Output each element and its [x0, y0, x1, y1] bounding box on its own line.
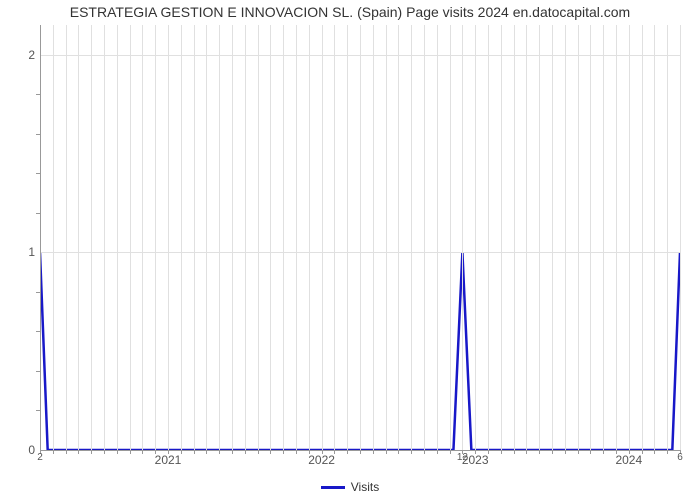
grid-line-vertical	[488, 25, 489, 450]
x-year-label: 2024	[615, 453, 642, 467]
grid-line-vertical	[552, 25, 553, 450]
grid-line-vertical	[501, 25, 502, 450]
grid-line-vertical	[424, 25, 425, 450]
grid-line-vertical	[475, 25, 476, 450]
grid-line-vertical	[411, 25, 412, 450]
y-axis-line	[40, 25, 41, 450]
grid-line-vertical	[578, 25, 579, 450]
grid-line-vertical	[66, 25, 67, 450]
legend-swatch	[321, 486, 345, 489]
grid-line-vertical	[565, 25, 566, 450]
grid-line-vertical	[450, 25, 451, 450]
grid-line-vertical	[53, 25, 54, 450]
grid-line-vertical	[514, 25, 515, 450]
grid-line-vertical	[181, 25, 182, 450]
grid-line-vertical	[78, 25, 79, 450]
grid-line-vertical	[168, 25, 169, 450]
grid-line-vertical	[629, 25, 630, 450]
grid-line-vertical	[642, 25, 643, 450]
grid-line-horizontal	[40, 252, 680, 253]
plot-area	[40, 25, 680, 450]
grid-line-vertical	[373, 25, 374, 450]
grid-line-vertical	[590, 25, 591, 450]
grid-line-vertical	[194, 25, 195, 450]
chart-container: ESTRATEGIA GESTION E INNOVACION SL. (Spa…	[0, 0, 700, 500]
grid-line-vertical	[667, 25, 668, 450]
chart-title: ESTRATEGIA GESTION E INNOVACION SL. (Spa…	[0, 4, 700, 20]
legend-label: Visits	[351, 480, 379, 494]
grid-line-vertical	[232, 25, 233, 450]
x-year-label: 2021	[155, 453, 182, 467]
x-small-label: 12	[457, 452, 468, 463]
grid-line-vertical	[616, 25, 617, 450]
grid-line-vertical	[130, 25, 131, 450]
grid-line-vertical	[680, 25, 681, 450]
grid-line-vertical	[117, 25, 118, 450]
grid-line-vertical	[206, 25, 207, 450]
grid-line-vertical	[258, 25, 259, 450]
grid-line-vertical	[91, 25, 92, 450]
grid-line-vertical	[360, 25, 361, 450]
grid-line-vertical	[219, 25, 220, 450]
grid-line-vertical	[245, 25, 246, 450]
y-tick-label: 1	[5, 245, 35, 259]
grid-line-horizontal	[40, 55, 680, 56]
x-axis-line	[40, 450, 680, 451]
legend: Visits	[0, 480, 700, 494]
grid-line-vertical	[462, 25, 463, 450]
grid-line-vertical	[347, 25, 348, 450]
grid-line-vertical	[386, 25, 387, 450]
grid-line-vertical	[270, 25, 271, 450]
y-tick-label: 2	[5, 48, 35, 62]
grid-line-vertical	[296, 25, 297, 450]
grid-line-vertical	[142, 25, 143, 450]
grid-line-vertical	[437, 25, 438, 450]
grid-line-vertical	[398, 25, 399, 450]
grid-line-vertical	[334, 25, 335, 450]
grid-line-vertical	[526, 25, 527, 450]
grid-line-vertical	[155, 25, 156, 450]
x-year-label: 2022	[308, 453, 335, 467]
x-small-label: 6	[677, 452, 683, 463]
x-small-label: 2	[37, 452, 43, 463]
grid-line-vertical	[283, 25, 284, 450]
grid-line-vertical	[654, 25, 655, 450]
grid-line-vertical	[603, 25, 604, 450]
grid-line-vertical	[322, 25, 323, 450]
grid-line-vertical	[309, 25, 310, 450]
grid-line-vertical	[539, 25, 540, 450]
grid-line-vertical	[104, 25, 105, 450]
y-tick-label: 0	[5, 443, 35, 457]
